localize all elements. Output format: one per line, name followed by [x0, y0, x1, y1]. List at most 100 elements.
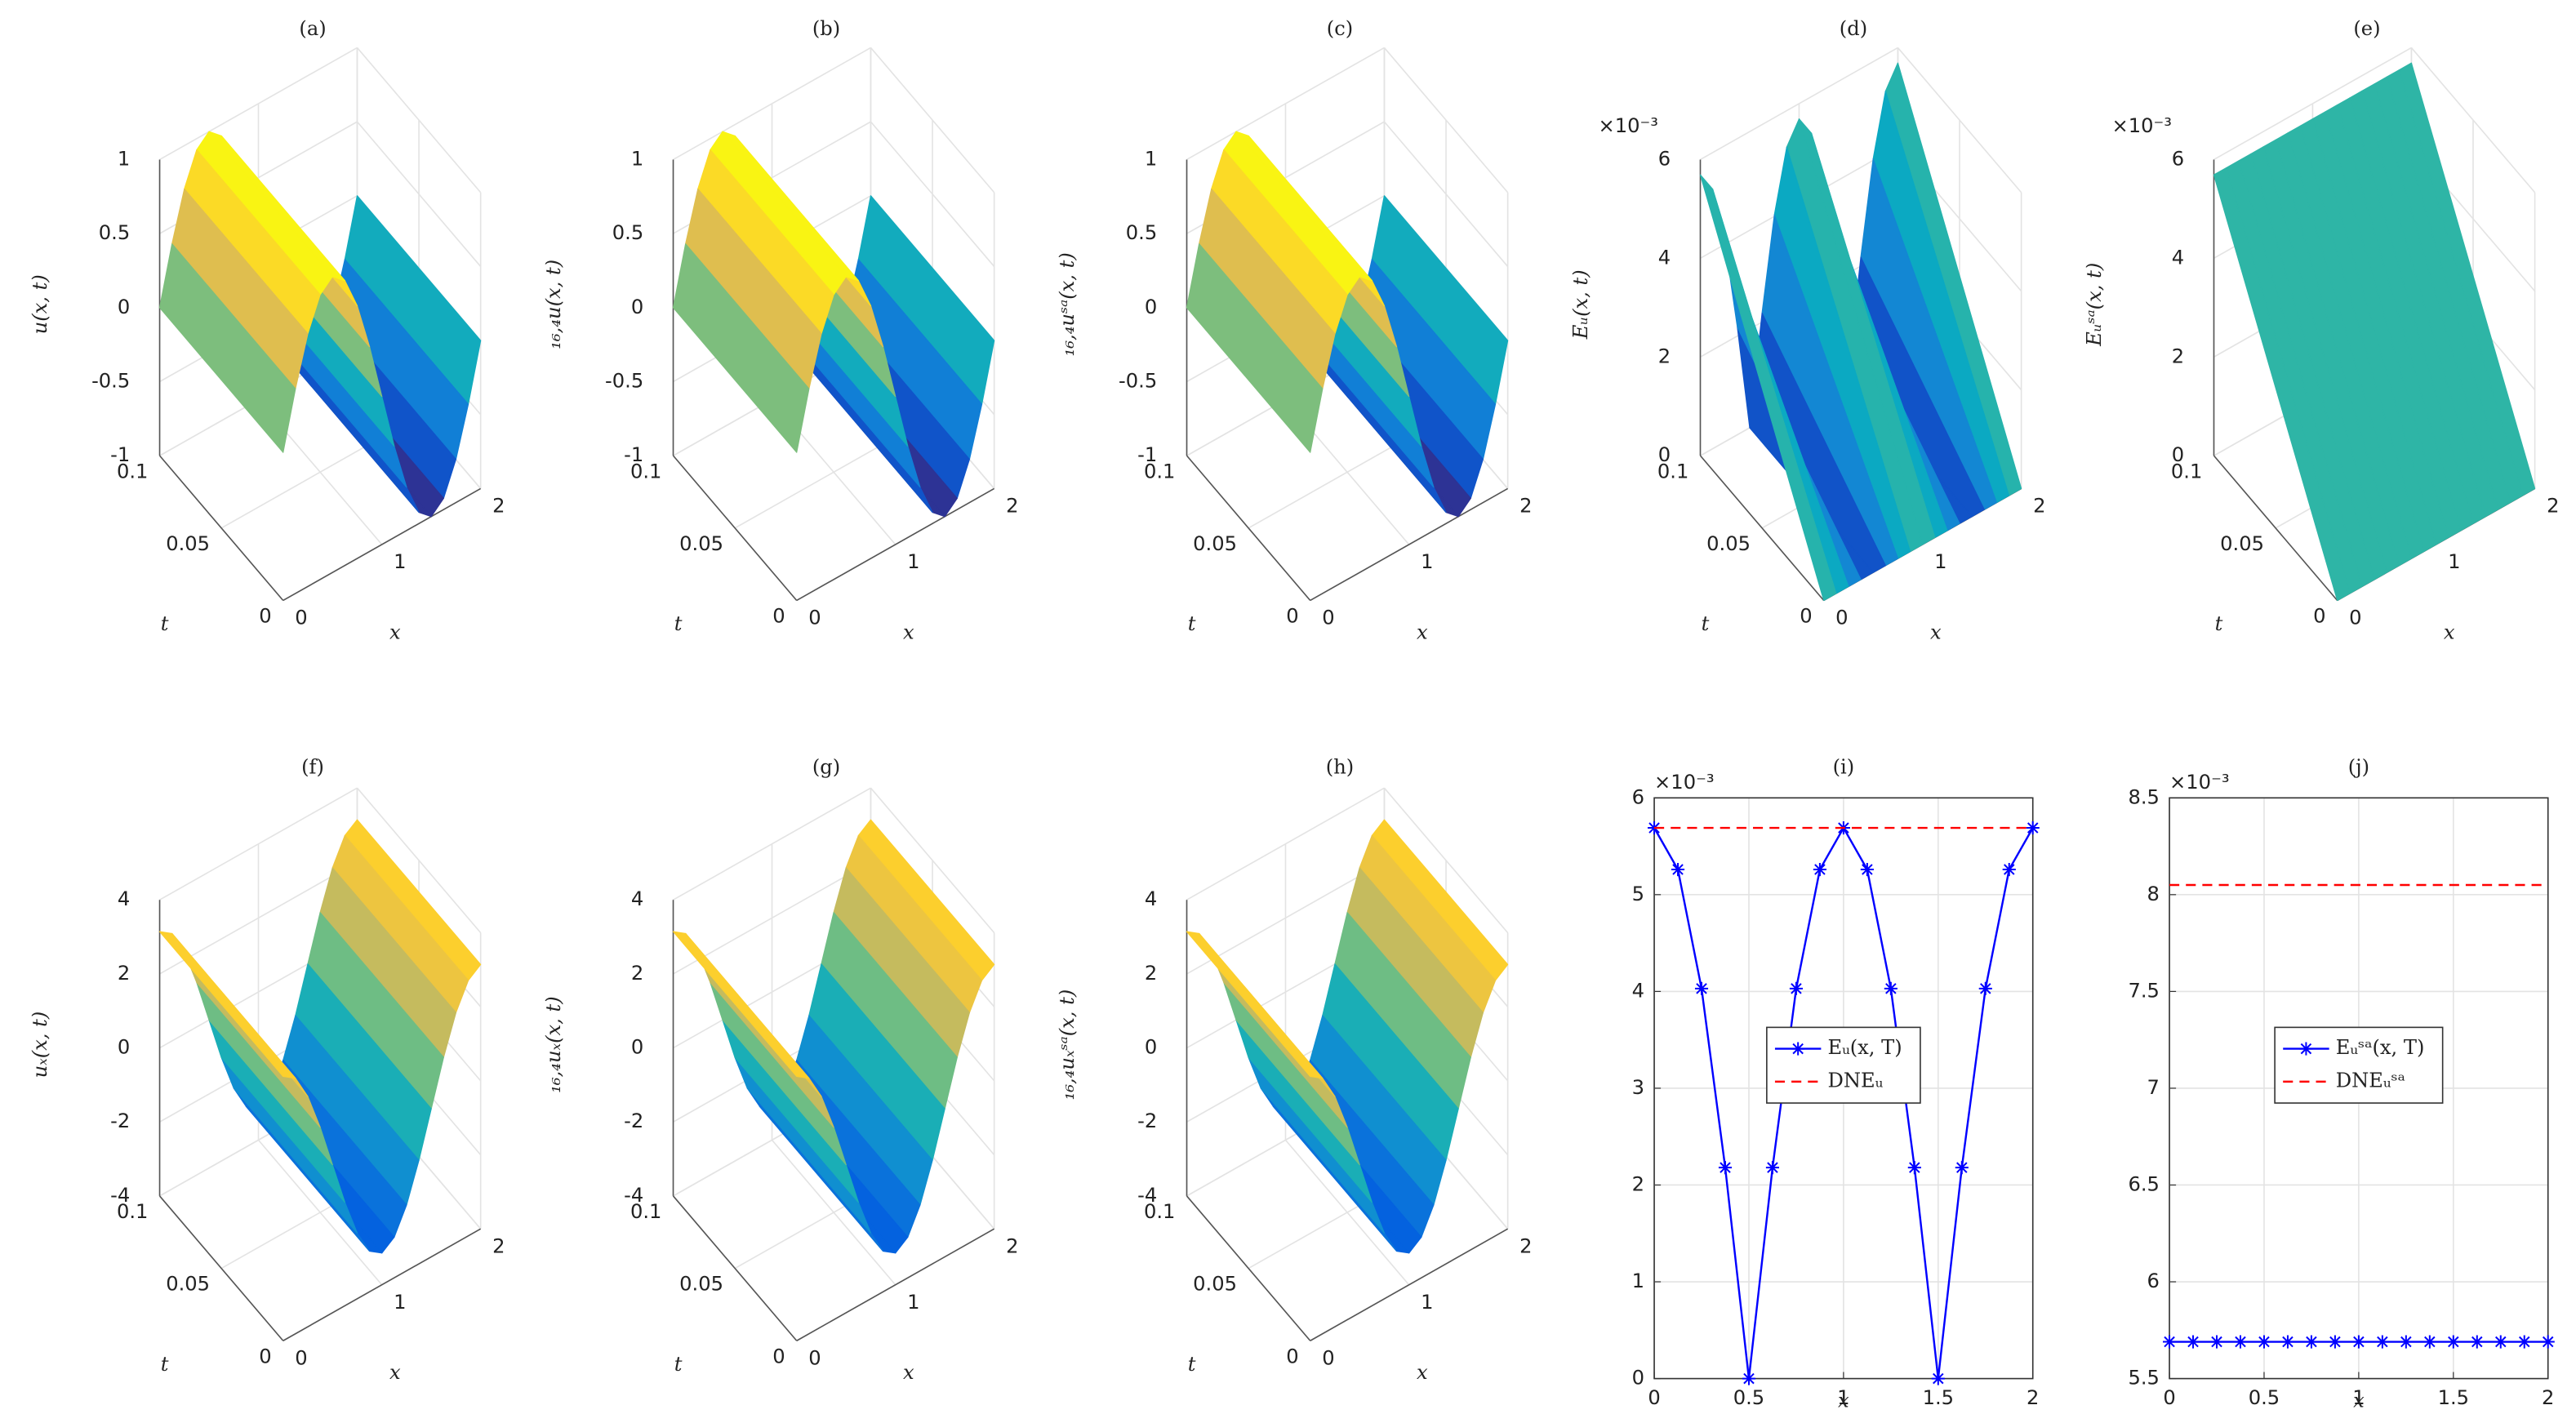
- x-tick-label: 2: [492, 495, 505, 518]
- data-marker: [2446, 1335, 2460, 1349]
- y-tick-label: 0.05: [679, 1273, 723, 1296]
- data-marker: [2351, 1335, 2365, 1349]
- y-tick-label: 5: [1632, 883, 1644, 905]
- x-tick-label: 1: [1421, 550, 1433, 573]
- x-axis: [796, 487, 995, 602]
- x-tick-label: 1: [907, 550, 919, 573]
- surface-facet: [2213, 167, 2351, 602]
- z-tick-label: -2: [110, 1109, 130, 1132]
- legend-box: [2274, 1026, 2444, 1104]
- data-marker: [2257, 1335, 2271, 1349]
- legend: Eᵤˢᵃ(x, T) DNEᵤˢᵃ: [2274, 1026, 2444, 1104]
- z-axis-label: u(x, t): [29, 274, 51, 334]
- y-tick-label: 4: [1632, 979, 1644, 1002]
- z-tick-label: -1: [1137, 443, 1157, 466]
- panel-title: (d): [1840, 17, 1867, 40]
- y-tick-label: 0.1: [2171, 460, 2202, 482]
- x-tick-label: 0: [808, 1346, 821, 1369]
- y-tick-label: 3: [1632, 1076, 1644, 1099]
- y-tick-label: 0.05: [166, 1273, 210, 1296]
- data-marker: [1860, 862, 1874, 877]
- x-tick-label: 0: [2163, 1386, 2175, 1409]
- data-marker: [1907, 1161, 1921, 1175]
- y-tick-label: 2: [1632, 1172, 1644, 1195]
- panel-title: (e): [2353, 17, 2380, 40]
- z-tick-label: -2: [624, 1109, 643, 1132]
- data-marker: [1765, 1161, 1780, 1175]
- y-axis: [158, 455, 284, 602]
- data-marker: [2517, 1335, 2531, 1349]
- x-tick-label: 2: [2547, 495, 2559, 518]
- y-tick-label: 0.05: [679, 532, 723, 555]
- x-axis-label: x: [389, 1361, 401, 1384]
- z-axis-label: Eᵤˢᵃ(x, t): [2083, 263, 2106, 347]
- y-axis: [2213, 455, 2338, 602]
- z-tick-label: 1: [631, 147, 643, 170]
- z-tick-label: 4: [1658, 246, 1671, 269]
- y-axis: [672, 455, 798, 602]
- grid-line: [870, 121, 995, 267]
- y-tick-label: 0: [2313, 605, 2325, 628]
- x-tick-label: 0: [1322, 607, 1334, 629]
- y-axis-label: t: [161, 612, 169, 635]
- data-marker: [2002, 862, 2016, 877]
- grid-line: [1186, 47, 1385, 161]
- data-marker: [2470, 1335, 2484, 1349]
- x-axis-label: x: [1417, 620, 1428, 643]
- y-axis-label: t: [1702, 612, 1710, 635]
- z-axis-label: uₓ(x, t): [29, 1012, 51, 1078]
- panel-title: (a): [299, 17, 326, 40]
- panel-title: (b): [812, 17, 840, 40]
- grid-line: [356, 47, 482, 193]
- x-axis: [283, 487, 482, 602]
- legend: Eᵤ(x, T) DNEᵤ: [1766, 1026, 1921, 1104]
- x-tick-label: 1: [2352, 1386, 2365, 1409]
- x-tick-label: 1: [907, 1291, 919, 1314]
- z-tick-label: -0.5: [605, 369, 643, 392]
- x-axis-label: x: [2444, 620, 2455, 643]
- y-tick-label: 0.05: [1193, 532, 1237, 555]
- x-tick-label: 2: [2027, 1386, 2039, 1409]
- z-tick-label: 4: [118, 887, 130, 910]
- surface-facet: [672, 931, 810, 1079]
- y-axis-label: t: [2215, 612, 2223, 635]
- z-tick-label: -0.5: [1119, 369, 1157, 392]
- y-tick-label: 8: [2147, 883, 2160, 905]
- surface-facet: [1186, 243, 1324, 453]
- surface-facet: [1699, 174, 1837, 602]
- y-tick-label: 7: [2147, 1076, 2160, 1099]
- y-tick-label: 0: [772, 605, 785, 628]
- x-tick-label: 0: [295, 607, 307, 629]
- data-marker: [1955, 1161, 1969, 1175]
- y-tick-label: 0.1: [630, 460, 661, 482]
- y-axis-label: t: [1188, 1353, 1196, 1376]
- x-tick-label: 0.5: [2249, 1386, 2280, 1409]
- z-tick-label: 0: [2172, 443, 2184, 466]
- x-tick-label: 0: [1648, 1386, 1660, 1409]
- x-axis: [796, 1228, 995, 1341]
- data-marker: [2423, 1335, 2436, 1349]
- z-multiplier: ×10⁻³: [2111, 114, 2171, 137]
- x-tick-label: 0: [2349, 607, 2361, 629]
- x-tick-label: 1: [394, 550, 406, 573]
- z-tick-label: 4: [1145, 887, 1157, 910]
- z-axis-label: ₁₆,₄u(x, t): [542, 260, 565, 349]
- z-tick-label: 0.5: [612, 221, 643, 244]
- z-tick-label: 2: [118, 962, 130, 985]
- grid-line: [159, 787, 358, 900]
- z-tick-label: 0: [631, 1036, 643, 1059]
- z-tick-label: -0.5: [91, 369, 130, 392]
- y-tick-label: 0.1: [1144, 1200, 1175, 1223]
- y-tick-label: 0.05: [1193, 1273, 1237, 1296]
- z-tick-label: 4: [2172, 246, 2184, 269]
- panel-title: (j): [2348, 756, 2369, 779]
- grid-line: [1383, 787, 1509, 934]
- grid-line: [673, 861, 871, 975]
- y-tick-label: 0.05: [1706, 532, 1751, 555]
- data-marker: [2541, 1335, 2555, 1349]
- surface-facet: [158, 243, 296, 453]
- x-axis-label: x: [1930, 620, 1942, 643]
- z-tick-label: 1: [1145, 147, 1157, 170]
